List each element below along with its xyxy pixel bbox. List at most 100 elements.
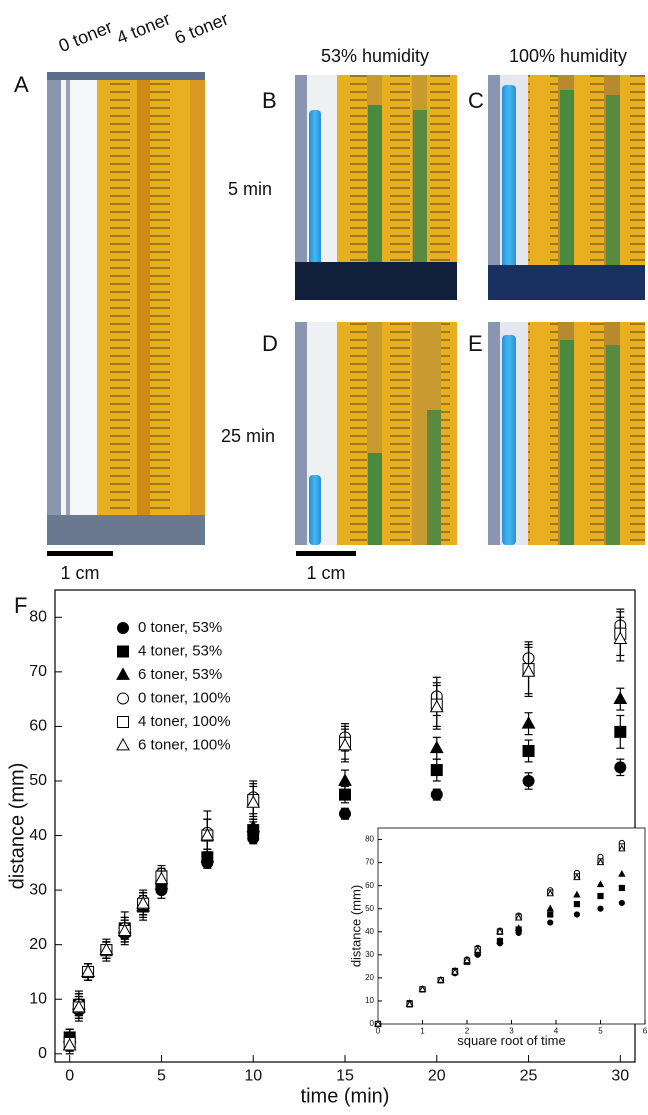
marker	[596, 880, 605, 888]
marker	[339, 807, 351, 820]
marker	[200, 827, 215, 841]
marker	[618, 884, 625, 892]
marker	[338, 773, 352, 786]
marker	[418, 985, 427, 992]
marker	[246, 819, 261, 833]
marker	[117, 923, 132, 936]
marker	[81, 964, 95, 977]
legend-marker	[117, 692, 129, 705]
x-tick-label: 0	[65, 1068, 74, 1085]
x-tick-label: 2	[465, 1026, 470, 1035]
panel-label: F	[14, 593, 27, 618]
column-label: 0 toner	[56, 17, 115, 57]
x-tick-label: 3	[509, 1026, 514, 1035]
scale-bar	[296, 551, 356, 556]
marker	[597, 892, 604, 900]
legend-label: 4 toner, 53%	[138, 642, 222, 659]
x-tick-label: 5	[598, 1026, 603, 1035]
marker	[573, 890, 581, 898]
panel-label: B	[262, 88, 277, 113]
marker	[547, 911, 554, 918]
marker	[430, 788, 443, 801]
photo-e	[488, 322, 645, 545]
y-tick-label: 20	[365, 973, 374, 982]
marker	[522, 774, 535, 787]
panel-label: C	[468, 88, 484, 113]
y-tick-label: 0	[38, 1045, 47, 1062]
x-tick-label: 20	[428, 1068, 446, 1085]
y-tick-label: 10	[365, 996, 374, 1005]
marker	[613, 691, 628, 705]
y-tick-label: 0	[370, 1019, 375, 1028]
legend-label: 0 toner, 53%	[138, 619, 222, 636]
panel-label: D	[262, 331, 278, 356]
marker	[200, 849, 215, 863]
legend-marker	[116, 737, 130, 751]
marker	[99, 942, 114, 956]
y-tick-label: 80	[29, 609, 47, 626]
panel-label: A	[14, 72, 29, 97]
y-tick-label: 70	[29, 663, 47, 680]
marker	[618, 869, 626, 877]
y-axis-title: distance (mm)	[6, 763, 28, 890]
y-axis-title: distance (mm)	[349, 885, 364, 967]
column-label: 6 toner	[172, 9, 231, 49]
legend-label: 6 toner, 53%	[138, 666, 222, 683]
y-tick-label: 30	[29, 881, 47, 898]
marker	[614, 761, 627, 774]
marker	[451, 967, 459, 975]
x-tick-label: 1	[420, 1026, 425, 1035]
legend-label: 6 toner, 100%	[138, 736, 231, 753]
marker	[437, 976, 445, 983]
marker	[514, 913, 523, 921]
photo-d	[295, 322, 457, 545]
marker	[496, 927, 504, 935]
marker	[613, 631, 628, 645]
y-tick-label: 10	[29, 990, 47, 1007]
y-tick-label: 60	[365, 881, 374, 890]
x-axis-title: square root of time	[457, 1033, 565, 1048]
marker	[405, 1000, 414, 1007]
condition-label: 53% humidity	[321, 46, 429, 66]
scale-bar	[47, 551, 113, 556]
x-tick-label: 15	[336, 1068, 354, 1085]
marker	[496, 936, 504, 944]
x-tick-label: 6	[643, 1026, 648, 1035]
marker	[573, 873, 581, 881]
marker	[429, 699, 444, 713]
y-tick-label: 50	[365, 904, 374, 913]
y-tick-label: 60	[29, 718, 47, 735]
marker	[71, 999, 86, 1013]
legend-marker	[117, 716, 129, 728]
marker	[547, 919, 554, 926]
x-tick-label: 0	[376, 1026, 381, 1035]
marker	[430, 764, 443, 777]
marker	[246, 795, 261, 808]
marker	[338, 737, 352, 751]
marker	[573, 911, 581, 918]
x-tick-label: 30	[611, 1068, 629, 1085]
y-tick-label: 20	[29, 936, 47, 953]
photo-a	[47, 72, 205, 545]
marker	[463, 956, 471, 964]
marker	[473, 946, 482, 953]
x-tick-label: 5	[157, 1068, 166, 1085]
marker	[618, 899, 625, 907]
marker	[597, 905, 604, 912]
y-tick-label: 40	[365, 927, 374, 936]
legend-label: 0 toner, 100%	[138, 689, 231, 706]
marker	[62, 1037, 77, 1051]
marker	[618, 844, 626, 852]
marker	[136, 896, 150, 909]
x-tick-label: 4	[554, 1026, 559, 1035]
legend-marker	[117, 645, 129, 658]
y-tick-label: 80	[365, 835, 374, 844]
scale-label: 1 cm	[60, 563, 99, 583]
x-tick-label: 25	[520, 1068, 538, 1085]
legend-marker	[116, 667, 130, 680]
scale-label: 1 cm	[306, 563, 345, 583]
marker	[522, 744, 535, 757]
y-tick-label: 70	[365, 858, 374, 867]
photo-c	[488, 75, 645, 300]
